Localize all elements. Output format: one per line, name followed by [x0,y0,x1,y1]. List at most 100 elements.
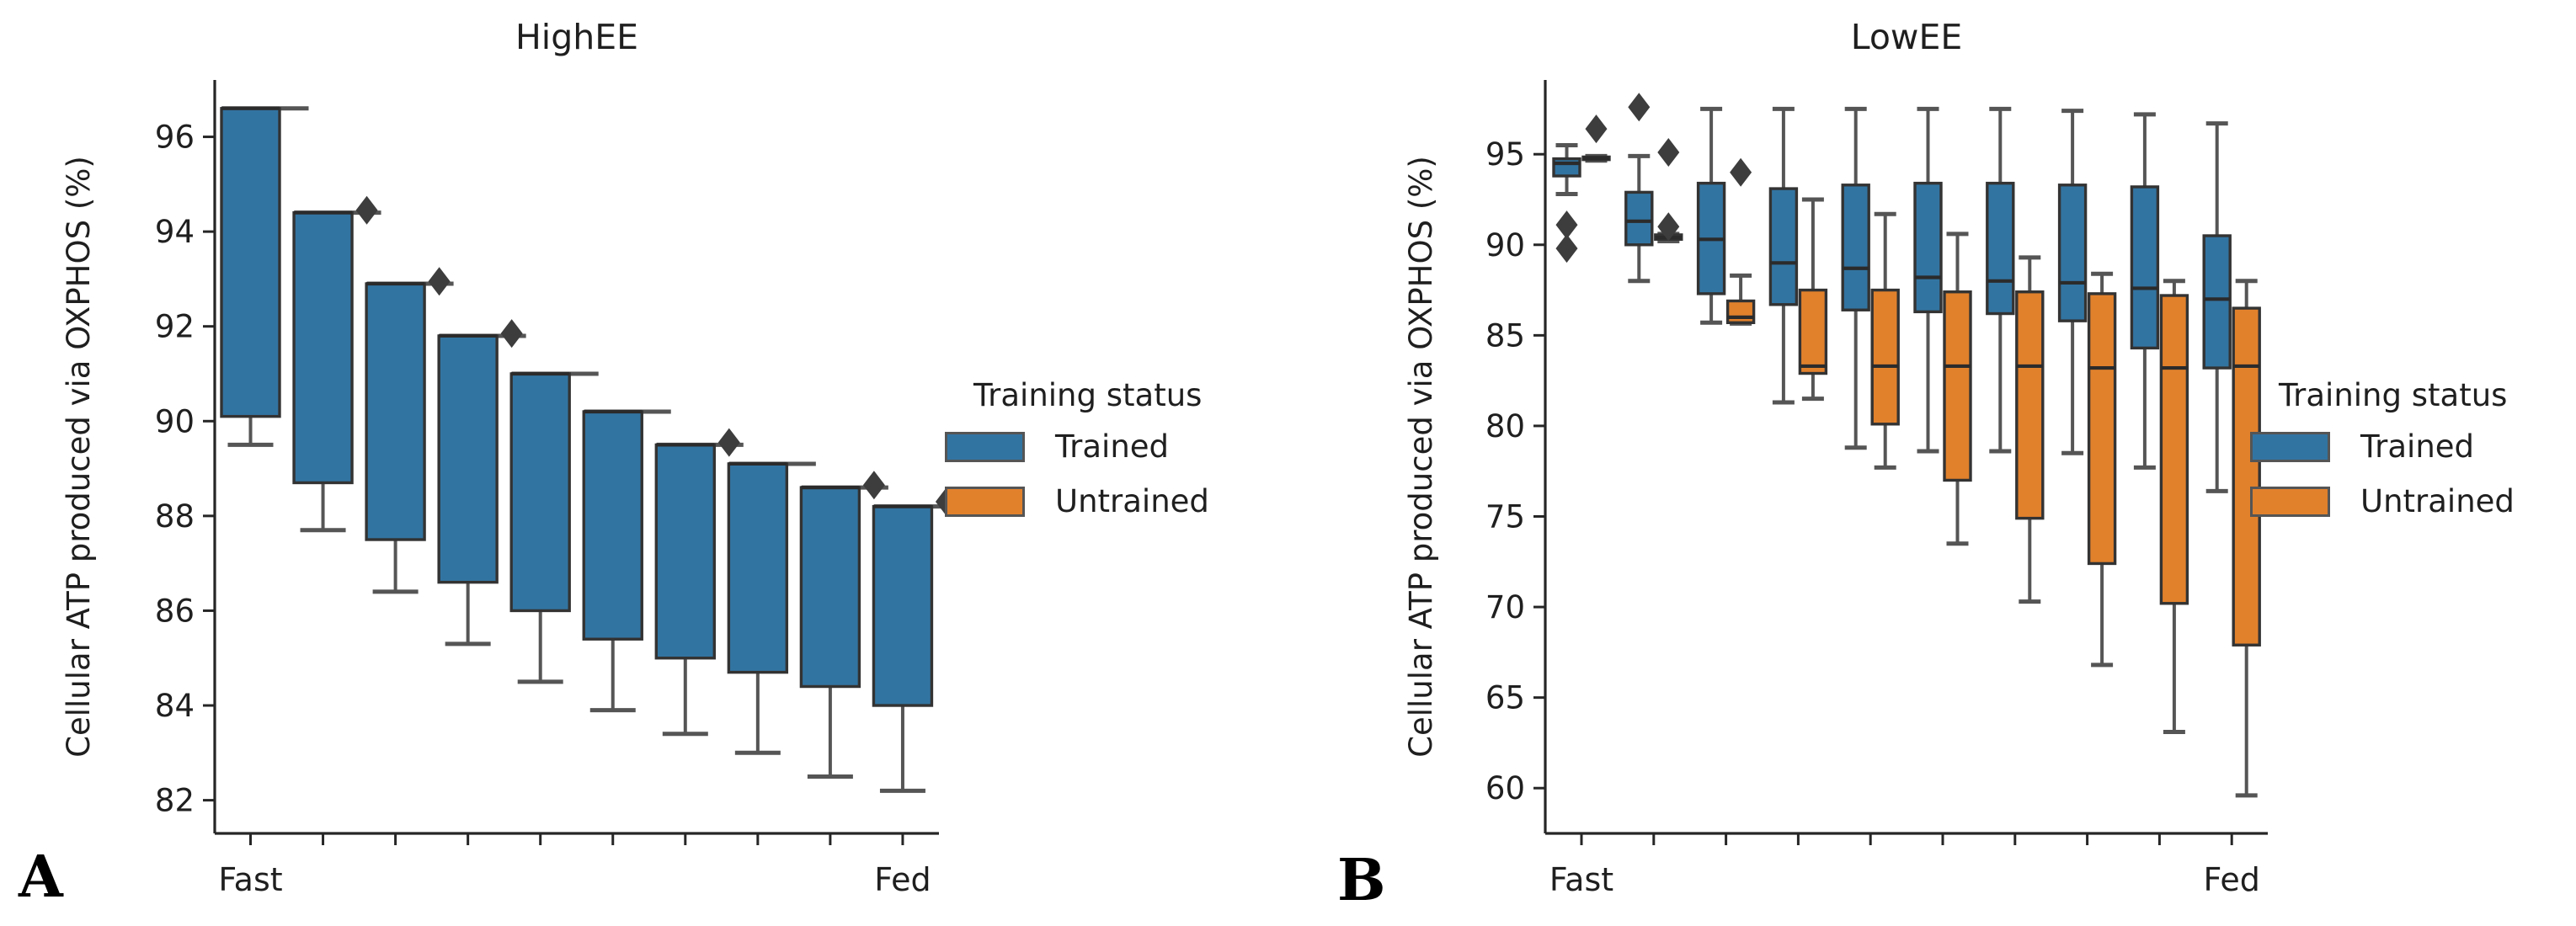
y-tick-label: 90 [155,403,195,439]
legend-item-label: Trained [1055,428,1170,465]
iqr-box [220,107,281,418]
y-tick-label: 84 [155,688,195,724]
y-tick-label: 96 [155,120,195,156]
boxplot-untrained-group-1 [1581,114,1611,163]
y-tick-label: 60 [1485,770,1525,806]
legend-title: Training status [2279,377,2508,413]
iqr-box [437,334,499,584]
x-tick-label: Fed [2204,861,2260,898]
boxplot-trained-group-9 [799,471,888,779]
iqr-box [1798,288,1828,375]
outlier-diamond [1730,157,1752,187]
y-tick-label: 82 [155,783,195,819]
untrained-swatch-icon [945,486,1025,517]
y-tick-label: 65 [1485,680,1525,716]
boxplot-trained-group-2 [1624,93,1654,284]
outlier-diamond [1585,114,1608,144]
y-tick-label: 75 [1485,498,1525,535]
outlier-diamond [1657,212,1680,242]
y-tick-label: 90 [1485,227,1525,263]
boxplot-untrained-group-2 [1654,138,1683,243]
legend-item-label: Untrained [1055,483,1209,519]
iqr-box [2159,294,2189,605]
y-tick-label: 95 [1485,136,1525,173]
iqr-box [2130,185,2160,350]
iqr-box [2087,292,2117,566]
panel-a-legend: Training status Trained Untrained [945,377,1324,538]
panel-a-corner-label: A [19,844,63,911]
boxplot-trained-group-1 [220,106,309,447]
outlier-diamond [1628,93,1651,122]
boxplot-untrained-group-10 [2232,279,2261,798]
panel-b-legend: Training status Trained Untrained [2250,377,2576,538]
iqr-box [727,462,789,674]
boxplot-trained-group-8 [2057,109,2088,455]
boxplot-untrained-group-8 [2087,271,2117,668]
panel-b-plot: 60 65 70 75 80 85 90 95 Fast Fed LowEE Cellular ATP… [1403,17,2268,898]
legend-item-untrained: Untrained [945,483,1324,519]
trained-swatch-icon [945,431,1025,462]
iqr-box [2057,184,2088,322]
legend-item-label: Untrained [2360,483,2515,519]
iqr-box [1986,181,2015,316]
y-tick-label: 70 [1485,589,1525,625]
outlier-diamond [500,319,523,349]
iqr-box [582,410,643,641]
boxplot-trained-group-4 [1768,106,1799,405]
boxplot-trained-group-7 [1986,106,2015,454]
iqr-box [1725,299,1756,324]
boxplot-trained-group-4 [437,319,526,647]
y-tick-label: 86 [155,593,195,629]
iqr-box [799,486,861,689]
iqr-box [365,282,426,541]
iqr-box [2202,234,2232,370]
boxplot-trained-group-8 [727,461,816,755]
iqr-box [1552,157,1581,178]
boxplot-trained-group-7 [654,428,744,737]
x-tick-label: Fed [874,861,931,898]
y-tick-label: 80 [1485,408,1525,444]
iqr-box [509,372,571,613]
boxplot-trained-group-3 [365,267,454,594]
boxplot-trained-group-10 [2202,121,2232,493]
iqr-box [1943,290,1972,482]
boxplot-untrained-group-6 [1943,232,1972,546]
boxplot-trained-group-5 [509,371,599,684]
iqr-box [1913,181,1943,314]
panel-title: HighEE [515,17,638,57]
y-tick-label: 94 [155,214,195,250]
iqr-box [1870,288,1900,426]
legend-item-label: Trained [2360,428,2475,465]
boxplot-trained-group-3 [1696,106,1726,325]
iqr-box [292,210,354,485]
iqr-box [1768,187,1799,306]
y-axis-label: Cellular ATP produced via OXPHOS (%) [61,156,97,758]
panel-title: LowEE [1851,17,1963,57]
outlier-diamond [1657,138,1680,168]
x-tick-label: Fast [1549,861,1613,898]
outlier-diamond [428,267,451,296]
iqr-box [654,443,716,660]
boxplot-untrained-group-7 [2015,255,2045,604]
boxplot-untrained-group-3 [1725,157,1756,326]
legend-item-trained: Trained [2250,428,2576,465]
iqr-box [872,504,934,707]
boxplot-trained-group-6 [582,409,671,713]
untrained-swatch-icon [2250,486,2330,517]
y-axis-label: Cellular ATP produced via OXPHOS (%) [1403,156,1439,758]
iqr-box [2015,290,2045,520]
outlier-diamond [862,471,885,500]
y-tick-label: 85 [1485,317,1525,354]
iqr-box [1841,184,1870,311]
y-tick-label: 92 [155,309,195,345]
legend-item-untrained: Untrained [2250,483,2576,519]
iqr-box [2232,306,2261,647]
outlier-diamond [355,195,378,225]
trained-swatch-icon [2250,431,2330,462]
boxplot-untrained-group-4 [1798,197,1828,402]
outlier-diamond [717,428,740,457]
panel-b-corner-label: B [1337,847,1386,914]
boxplot-trained-group-9 [2130,112,2160,470]
boxplot-trained-group-5 [1841,106,1870,450]
